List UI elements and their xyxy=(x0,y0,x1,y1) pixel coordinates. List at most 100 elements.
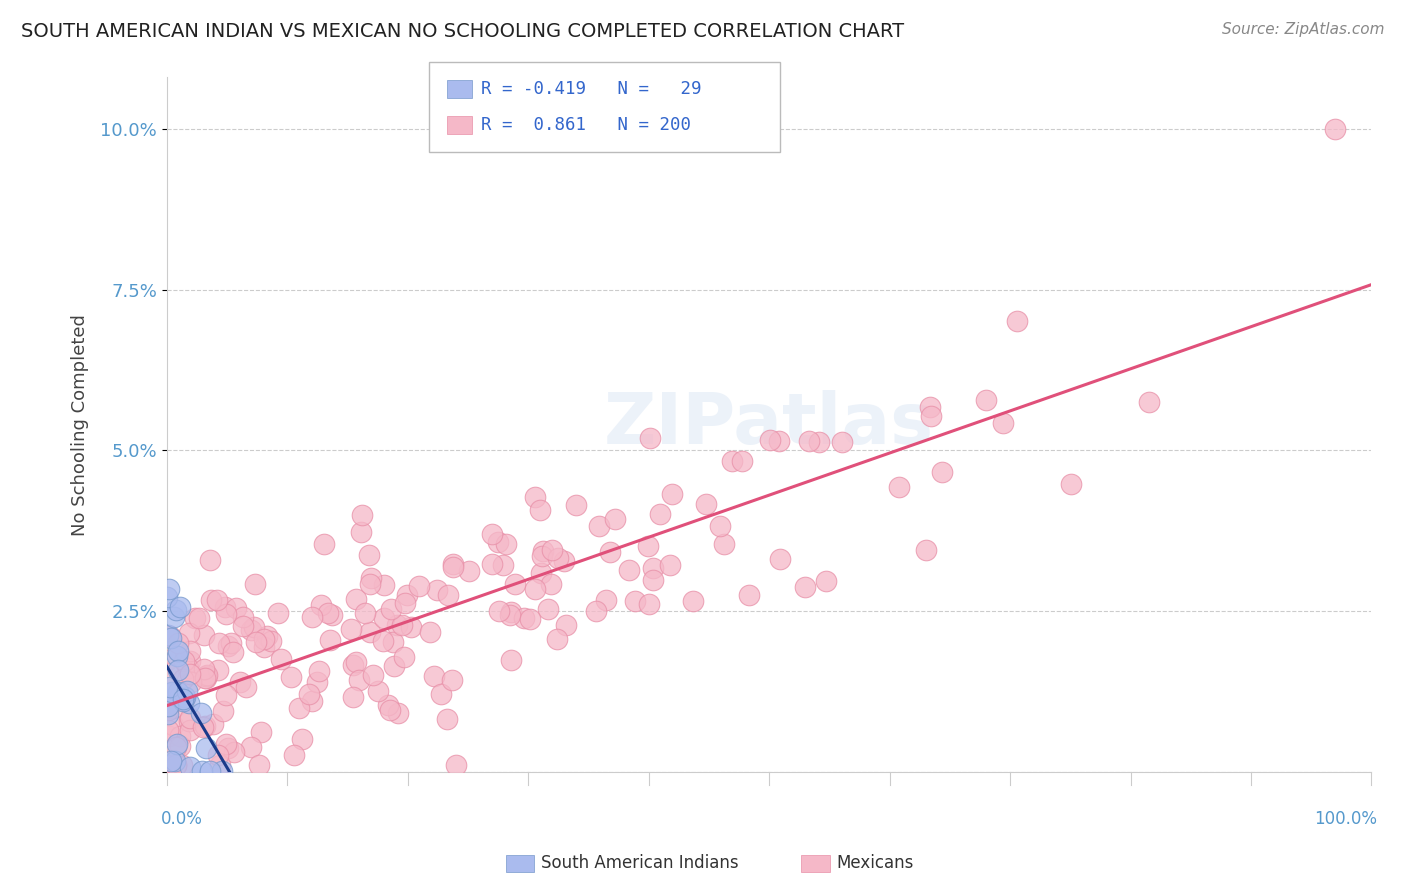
Point xyxy=(240,623,263,637)
Point xyxy=(1060,477,1083,491)
Point xyxy=(553,554,575,568)
Point xyxy=(371,634,394,648)
Point xyxy=(499,607,522,622)
Point xyxy=(808,434,831,449)
Point xyxy=(524,490,547,504)
Point xyxy=(531,544,554,558)
Point xyxy=(695,497,717,511)
Point xyxy=(165,755,187,769)
Text: Mexicans: Mexicans xyxy=(837,855,914,872)
Point xyxy=(165,758,187,772)
Point xyxy=(530,549,553,563)
Point xyxy=(235,681,257,695)
Text: South American Indians: South American Indians xyxy=(541,855,740,872)
Point xyxy=(395,588,418,602)
Point xyxy=(931,465,953,479)
Point xyxy=(385,618,408,632)
Point xyxy=(617,563,640,577)
Point xyxy=(215,737,238,751)
Point xyxy=(768,434,790,448)
Text: SOUTH AMERICAN INDIAN VS MEXICAN NO SCHOOLING COMPLETED CORRELATION CHART: SOUTH AMERICAN INDIAN VS MEXICAN NO SCHO… xyxy=(21,22,904,41)
Point xyxy=(815,574,838,588)
Point xyxy=(195,668,218,682)
Point xyxy=(177,661,200,675)
Point xyxy=(298,687,321,701)
Point xyxy=(501,605,523,619)
Point xyxy=(205,593,228,607)
Point xyxy=(920,409,942,423)
Point xyxy=(321,608,343,623)
Point xyxy=(359,577,381,591)
Point xyxy=(309,599,332,613)
Point xyxy=(245,635,267,649)
Point xyxy=(367,684,389,698)
Point xyxy=(342,657,364,672)
Point xyxy=(436,713,458,727)
Point xyxy=(179,654,201,668)
Point xyxy=(426,582,449,597)
Point xyxy=(599,545,621,559)
Point xyxy=(914,542,936,557)
Text: R =  0.861   N = 200: R = 0.861 N = 200 xyxy=(481,116,690,134)
Point xyxy=(603,512,626,526)
Point xyxy=(344,656,367,670)
Point xyxy=(280,670,302,684)
Point xyxy=(156,699,179,714)
Point xyxy=(349,524,371,539)
Point xyxy=(156,653,179,667)
Point xyxy=(179,760,201,774)
Point xyxy=(399,620,422,634)
Text: 0.0%: 0.0% xyxy=(160,810,202,829)
Point xyxy=(305,675,328,690)
Point xyxy=(156,590,179,604)
Point xyxy=(301,694,323,708)
Point xyxy=(481,557,503,571)
Point xyxy=(176,683,198,698)
Point xyxy=(357,548,380,562)
Point xyxy=(194,668,217,682)
Point xyxy=(270,652,292,666)
Point xyxy=(408,579,430,593)
Point xyxy=(177,696,200,710)
Point xyxy=(166,649,188,664)
Point xyxy=(214,607,236,622)
Point xyxy=(245,577,267,591)
Point xyxy=(211,764,233,779)
Point xyxy=(209,758,232,772)
Point xyxy=(193,662,215,676)
Point xyxy=(731,454,754,468)
Point xyxy=(918,400,941,414)
Point xyxy=(198,553,221,567)
Point xyxy=(232,610,254,624)
Point xyxy=(318,607,340,621)
Point xyxy=(212,704,235,718)
Point xyxy=(547,550,569,565)
Point xyxy=(682,594,704,608)
Point xyxy=(194,671,217,685)
Point xyxy=(267,606,290,620)
Point xyxy=(301,610,323,624)
Point xyxy=(503,577,526,591)
Point xyxy=(167,636,190,650)
Point xyxy=(172,692,194,706)
Point xyxy=(363,668,385,682)
Point xyxy=(887,480,910,494)
Point xyxy=(976,393,998,408)
Point xyxy=(222,745,245,759)
Point xyxy=(179,714,201,728)
Point xyxy=(222,645,245,659)
Y-axis label: No Schooling Completed: No Schooling Completed xyxy=(72,314,89,535)
Point xyxy=(165,739,187,754)
Point xyxy=(637,539,659,553)
Point xyxy=(157,698,180,713)
Point xyxy=(661,486,683,500)
Point xyxy=(179,723,201,737)
Point xyxy=(202,717,225,731)
Point xyxy=(799,434,821,449)
Point xyxy=(340,622,363,636)
Point xyxy=(595,592,617,607)
Point xyxy=(166,663,188,677)
Point xyxy=(391,617,413,632)
Point xyxy=(191,720,214,734)
Point xyxy=(457,564,479,578)
